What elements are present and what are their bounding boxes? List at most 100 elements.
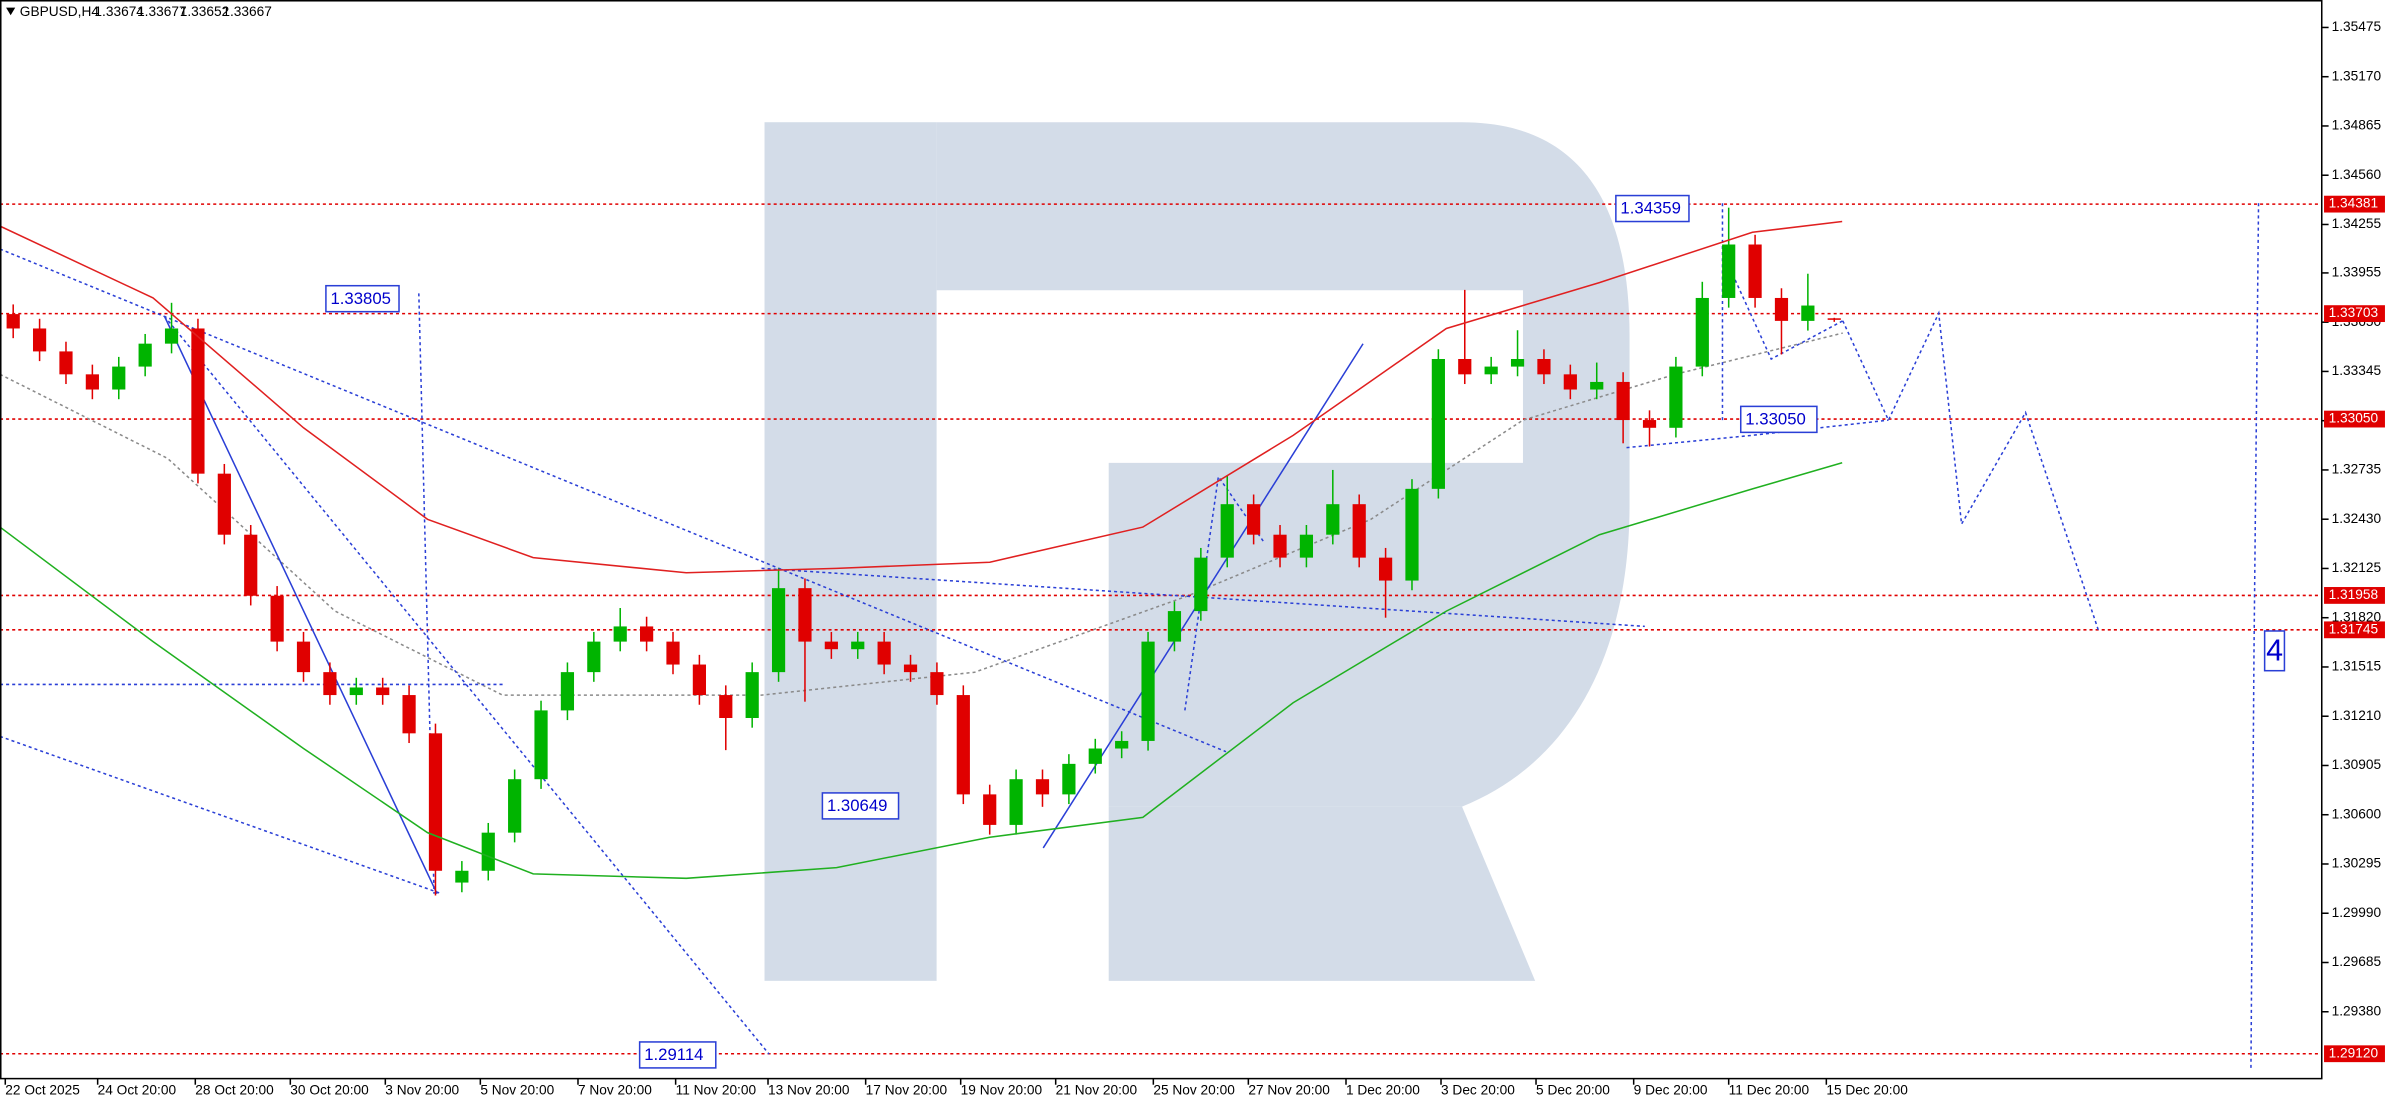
- y-tick-label: 1.31820: [2332, 609, 2382, 624]
- candle-body: [1273, 534, 1287, 558]
- trend-line: [761, 567, 1645, 628]
- forecast-path: [1842, 310, 2100, 632]
- level-label-box: [2324, 587, 2385, 604]
- candle-body: [1827, 318, 1841, 320]
- x-tick-label: 9 Dec 20:00: [1634, 1082, 1708, 1097]
- candle-body: [1484, 366, 1498, 375]
- watermark-stem: [764, 122, 937, 981]
- wave-line: [163, 315, 438, 895]
- axis-area: [2322, 0, 2388, 1100]
- candles: [6, 207, 1841, 896]
- x-tick-label: 13 Nov 20:00: [768, 1082, 850, 1097]
- candle-body: [191, 328, 205, 474]
- candle-body: [719, 695, 733, 718]
- level-labels: 1.34381 1.33703 1.33050 1.31958 1.31745 1.291…: [2324, 195, 2385, 1063]
- x-tick-label: 11 Dec 20:00: [1729, 1082, 1810, 1097]
- candle-body: [323, 672, 337, 696]
- candle-body: [402, 695, 416, 734]
- candle-body: [1167, 611, 1182, 642]
- moving-average: [0, 462, 1843, 880]
- level-label-box: [2324, 1045, 2385, 1063]
- candle-body: [296, 641, 311, 673]
- y-tick-label: 1.30600: [2332, 806, 2382, 821]
- candle-body: [1352, 504, 1366, 558]
- candle-body: [560, 672, 575, 711]
- annotation-box: [325, 284, 400, 313]
- candle-body: [1669, 366, 1683, 428]
- y-tick-label: 1.31515: [2332, 659, 2382, 674]
- y-tick-label: 1.30905: [2332, 757, 2382, 772]
- moving-average: [0, 220, 1843, 574]
- level-label-box: [2324, 410, 2385, 428]
- forecast-path: [2250, 203, 2260, 1070]
- annotation: 4: [2266, 633, 2283, 667]
- x-tick-label: 5 Dec 20:00: [1536, 1082, 1610, 1097]
- level-label-box: [2324, 305, 2385, 323]
- watermark-bowl: [936, 122, 1630, 807]
- y-tick-label: 1.29990: [2332, 905, 2382, 920]
- candle-body: [112, 366, 126, 390]
- x-tick-label: 19 Nov 20:00: [961, 1082, 1043, 1097]
- candle-body: [6, 314, 20, 329]
- y-tick-label: 1.34255: [2332, 216, 2382, 231]
- symbol: GBPUSD,H4: [20, 4, 100, 19]
- candle-body: [244, 534, 258, 596]
- watermark: [764, 122, 1630, 981]
- annotation: 1.33050: [1745, 410, 1806, 429]
- candle-body: [692, 664, 706, 696]
- candle-body: [1722, 244, 1736, 298]
- candle-body: [1801, 305, 1815, 321]
- header-value: 1.33652: [180, 4, 230, 19]
- y-tick-label: 1.29685: [2332, 954, 2382, 969]
- candle-body: [1141, 641, 1155, 741]
- level-label: 1.31745: [2329, 621, 2379, 636]
- candle-body: [428, 733, 443, 871]
- candle-body: [824, 641, 838, 650]
- plot-frame: [0, 0, 2323, 1080]
- annotation-box: [821, 792, 900, 820]
- candle-body: [1326, 504, 1340, 535]
- header-value: 1.33667: [222, 4, 272, 19]
- annotation-labels: 1.34359 1.33805 1.33050 1.30649 1.29114 …: [325, 194, 2286, 1069]
- candle-body: [270, 595, 284, 642]
- channel-line: [0, 332, 1843, 696]
- level-label-box: [2324, 195, 2385, 213]
- y-tick-label: 1.33345: [2332, 363, 2382, 378]
- level-label-box: [2324, 621, 2385, 639]
- trend-line: [163, 315, 770, 1055]
- header-value: 1.33674: [94, 4, 144, 19]
- x-tick-label: 5 Nov 20:00: [480, 1082, 554, 1097]
- x-tick-label: 11 Nov 20:00: [676, 1082, 757, 1097]
- level-label: 1.34381: [2329, 196, 2379, 211]
- candle-body: [1537, 358, 1551, 375]
- candle-body: [587, 641, 601, 673]
- x-tick-label: 1 Dec 20:00: [1346, 1082, 1420, 1097]
- x-tick-label: 22 Oct 2025: [5, 1082, 80, 1097]
- candle-body: [1510, 358, 1525, 367]
- candle-body: [666, 641, 680, 665]
- watermark-leg: [1108, 806, 1536, 981]
- candle-body: [376, 687, 390, 696]
- x-tick-label: 21 Nov 20:00: [1056, 1082, 1138, 1097]
- annotation: 1.30649: [827, 796, 888, 815]
- y-tick-label: 1.35170: [2332, 68, 2382, 83]
- x-tick-label: 27 Nov 20:00: [1248, 1082, 1330, 1097]
- candle-body: [613, 626, 627, 642]
- candle-body: [771, 588, 786, 673]
- y-tick-label: 1.35475: [2332, 19, 2382, 34]
- candle-body: [1009, 779, 1023, 825]
- candle-body: [138, 343, 152, 367]
- candle-body: [1247, 504, 1261, 535]
- candle-body: [1194, 557, 1208, 612]
- annotation: 1.33805: [330, 289, 391, 308]
- candle-body: [164, 328, 179, 344]
- annotation: 1.34359: [1620, 199, 1681, 218]
- candle-body: [349, 687, 363, 696]
- level-label: 1.33703: [2329, 305, 2379, 320]
- header-value: 1.33677: [137, 4, 187, 19]
- candle-body: [1563, 374, 1577, 390]
- candle-body: [1405, 488, 1419, 581]
- candle-body: [983, 794, 997, 825]
